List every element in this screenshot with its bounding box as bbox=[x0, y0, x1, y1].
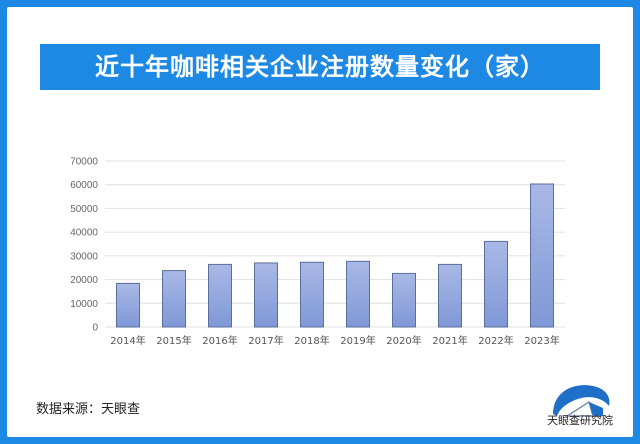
y-tick-label: 0 bbox=[92, 323, 98, 334]
y-tick-label: 60000 bbox=[70, 180, 98, 191]
bar bbox=[254, 262, 278, 328]
bar bbox=[116, 282, 140, 328]
x-tick-label: 2017年 bbox=[248, 334, 283, 347]
x-tick-label: 2014年 bbox=[110, 334, 145, 347]
y-tick-label: 40000 bbox=[70, 228, 98, 239]
bar bbox=[392, 272, 416, 328]
y-tick-label: 30000 bbox=[70, 251, 98, 262]
logo-text: 天眼查研究院 bbox=[547, 414, 613, 427]
x-tick-label: 2018年 bbox=[294, 334, 329, 347]
logo-icon bbox=[553, 385, 610, 417]
chart-title: 近十年咖啡相关企业注册数量变化（家） bbox=[40, 44, 600, 90]
y-tick-label: 10000 bbox=[70, 299, 98, 310]
bar bbox=[484, 240, 508, 328]
bar bbox=[300, 261, 324, 328]
x-tick-label: 2020年 bbox=[386, 334, 421, 347]
data-source: 数据来源：天眼查 bbox=[36, 402, 141, 417]
bar bbox=[162, 270, 186, 328]
x-tick-label: 2016年 bbox=[202, 334, 237, 347]
y-tick-label: 70000 bbox=[70, 157, 98, 168]
x-tick-label: 2015年 bbox=[156, 334, 191, 347]
x-tick-label: 2022年 bbox=[478, 334, 513, 347]
bar bbox=[208, 263, 232, 328]
x-tick-label: 2021年 bbox=[432, 334, 467, 347]
x-tick-label: 2023年 bbox=[524, 334, 559, 347]
bar bbox=[530, 183, 554, 328]
bar bbox=[346, 260, 370, 328]
x-tick-label: 2019年 bbox=[340, 334, 375, 347]
bar bbox=[438, 263, 462, 328]
y-tick-label: 20000 bbox=[70, 275, 98, 286]
y-tick-label: 50000 bbox=[70, 204, 98, 215]
